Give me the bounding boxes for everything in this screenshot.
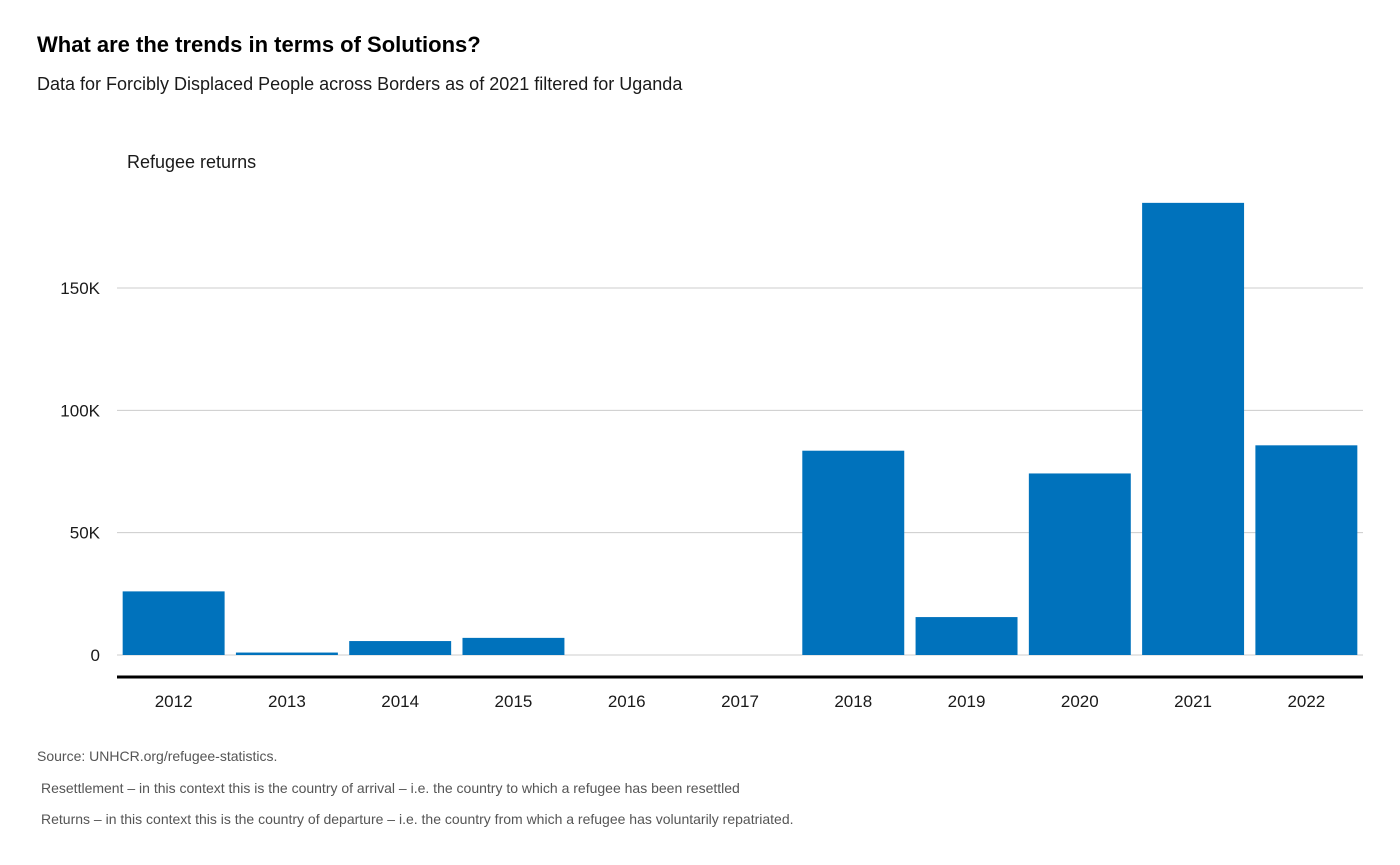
bar-2014 xyxy=(349,641,452,655)
x-tick-label: 2012 xyxy=(155,692,193,711)
bar-2019 xyxy=(915,617,1018,655)
y-tick-label: 100K xyxy=(60,401,100,420)
bar-2012 xyxy=(122,591,225,655)
bar-2022 xyxy=(1255,445,1358,655)
y-axis-label: Refugee returns xyxy=(127,152,256,172)
chart-subtitle: Data for Forcibly Displaced People acros… xyxy=(37,74,683,94)
y-tick-label: 50K xyxy=(70,524,101,543)
y-tick-label: 150K xyxy=(60,279,100,298)
x-tick-label: 2018 xyxy=(834,692,872,711)
x-tick-label: 2020 xyxy=(1061,692,1099,711)
bar-2018 xyxy=(802,450,905,655)
x-tick-label: 2019 xyxy=(948,692,986,711)
resettlement-note: Resettlement – in this context this is t… xyxy=(41,780,740,796)
y-tick-label: 0 xyxy=(91,646,100,665)
bar-chart: Refugee returns 0 50K 100K 150K 2012 2013 2014… xyxy=(60,152,1363,711)
x-tick-label: 2017 xyxy=(721,692,759,711)
x-tick-label: 2021 xyxy=(1174,692,1212,711)
returns-note: Returns – in this context this is the co… xyxy=(41,811,794,827)
chart-title: What are the trends in terms of Solution… xyxy=(37,32,481,57)
x-tick-label: 2016 xyxy=(608,692,646,711)
bar-2015 xyxy=(462,637,565,655)
x-tick-label: 2013 xyxy=(268,692,306,711)
x-tick-label: 2014 xyxy=(381,692,419,711)
bar-2013 xyxy=(235,652,338,655)
bar-2021 xyxy=(1142,202,1245,655)
x-tick-label: 2022 xyxy=(1287,692,1325,711)
bar-2020 xyxy=(1028,473,1131,655)
source-note: Source: UNHCR.org/refugee-statistics. xyxy=(37,748,278,764)
x-tick-label: 2015 xyxy=(495,692,533,711)
